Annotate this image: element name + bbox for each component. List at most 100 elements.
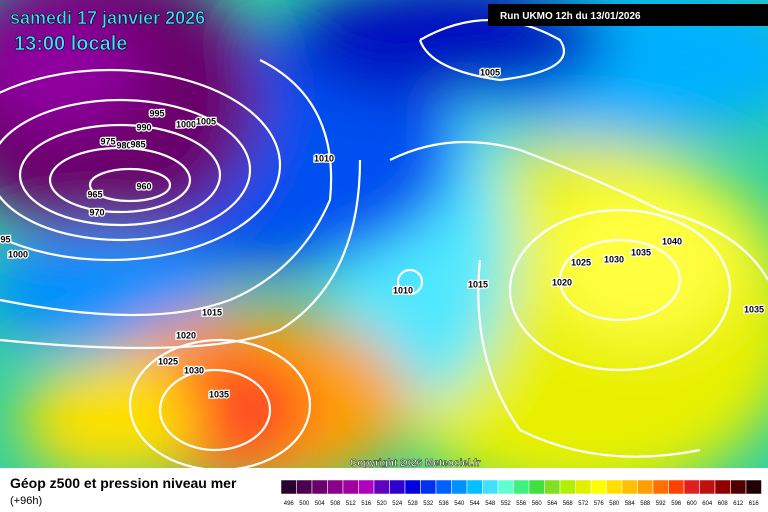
scale-swatch bbox=[606, 479, 623, 495]
scale-label: 516 bbox=[361, 501, 372, 507]
scale-label: 596 bbox=[671, 501, 682, 507]
isobars bbox=[0, 19, 768, 472]
isobar-labels: 9959901000100597598098596096597099510001… bbox=[0, 66, 765, 401]
scale-swatch bbox=[435, 479, 452, 495]
isobar-label: 995 bbox=[0, 234, 11, 244]
scale-swatch bbox=[482, 479, 499, 495]
isobar-label: 965 bbox=[87, 189, 102, 199]
field bbox=[0, 0, 768, 500]
isobar-label: 1010 bbox=[393, 285, 413, 295]
scale-label: 504 bbox=[315, 501, 326, 507]
product-title: Géop z500 et pression niveau mer bbox=[10, 475, 237, 491]
scale-label: 496 bbox=[284, 501, 295, 507]
scale-swatch bbox=[296, 479, 313, 495]
run-box bbox=[488, 4, 768, 26]
time: 13:00 locale bbox=[14, 33, 127, 55]
isobar-label: 1035 bbox=[744, 304, 764, 314]
color-scale: 496 500 504 508 512 516 520 524 528 532 536 540 544 5… bbox=[280, 479, 762, 507]
run-info: Run UKMO 12h du 13/01/2026 bbox=[500, 11, 641, 22]
scale-swatch bbox=[280, 479, 297, 495]
scale-label: 612 bbox=[733, 501, 744, 507]
scale-swatch bbox=[714, 479, 731, 495]
scale-label: 528 bbox=[408, 501, 419, 507]
isobar-label: 980 bbox=[116, 140, 131, 150]
scale-swatch bbox=[668, 479, 685, 495]
scale-swatch bbox=[373, 479, 390, 495]
scale-label: 572 bbox=[578, 501, 589, 507]
scale-swatch bbox=[342, 479, 359, 495]
scale-swatch bbox=[358, 479, 375, 495]
scale-label: 580 bbox=[609, 501, 620, 507]
scale-swatch bbox=[621, 479, 638, 495]
scale-label: 568 bbox=[563, 501, 574, 507]
scale-swatch bbox=[730, 479, 747, 495]
isobar-label: 1015 bbox=[468, 279, 488, 289]
lead-time: (+96h) bbox=[10, 495, 42, 507]
scale-label: 520 bbox=[377, 501, 388, 507]
scale-label: 508 bbox=[330, 501, 341, 507]
isobar-label: 1005 bbox=[480, 67, 500, 77]
isobar-label: 960 bbox=[136, 181, 151, 191]
scale-label: 616 bbox=[749, 501, 760, 507]
scale-label: 584 bbox=[625, 501, 636, 507]
isobar-label: 985 bbox=[130, 139, 145, 149]
scale-swatch bbox=[420, 479, 437, 495]
scale-label: 540 bbox=[454, 501, 465, 507]
scale-label: 512 bbox=[346, 501, 357, 507]
scale-swatch bbox=[652, 479, 669, 495]
isobar-label: 1000 bbox=[8, 249, 28, 259]
scale-label: 556 bbox=[516, 501, 527, 507]
isobar-label: 1025 bbox=[158, 356, 178, 366]
scale-label: 532 bbox=[423, 501, 434, 507]
scale-swatch bbox=[683, 479, 700, 495]
scale-swatch bbox=[466, 479, 483, 495]
isobar-label: 995 bbox=[149, 108, 164, 118]
scale-label: 544 bbox=[470, 501, 481, 507]
scale-swatch bbox=[451, 479, 468, 495]
scale-label: 552 bbox=[501, 501, 512, 507]
scale-label: 524 bbox=[392, 501, 403, 507]
scale-swatch bbox=[590, 479, 607, 495]
date: samedi 17 janvier 2026 bbox=[10, 8, 205, 28]
isobar-label: 1030 bbox=[184, 365, 204, 375]
scale-swatch bbox=[311, 479, 328, 495]
scale-swatch bbox=[404, 479, 421, 495]
copyright: Copyright 2026 Meteociel.fr bbox=[350, 458, 481, 469]
isobar-label: 1040 bbox=[662, 236, 682, 246]
scale-swatch bbox=[575, 479, 592, 495]
isobar-label: 1005 bbox=[196, 116, 216, 126]
scale-swatch bbox=[528, 479, 545, 495]
scale-label: 536 bbox=[439, 501, 450, 507]
scale-label: 588 bbox=[640, 501, 651, 507]
isobar-label: 1030 bbox=[604, 254, 624, 264]
isobar-label: 1025 bbox=[571, 257, 591, 267]
scale-label: 564 bbox=[547, 501, 558, 507]
isobar-label: 1020 bbox=[552, 277, 572, 287]
scale-swatch bbox=[745, 479, 762, 495]
isobar-label: 1000 bbox=[176, 119, 196, 129]
scale-swatch bbox=[699, 479, 716, 495]
scale-label: 500 bbox=[299, 501, 310, 507]
scale-swatch bbox=[513, 479, 530, 495]
isobar-label: 1010 bbox=[314, 153, 334, 163]
scale-label: 608 bbox=[718, 501, 729, 507]
scale-label: 592 bbox=[656, 501, 667, 507]
scale-swatch bbox=[544, 479, 561, 495]
scale-swatch bbox=[559, 479, 576, 495]
scale-label: 576 bbox=[594, 501, 605, 507]
isobar-label: 1035 bbox=[631, 247, 651, 257]
scale-label: 548 bbox=[485, 501, 496, 507]
scale-label: 600 bbox=[687, 501, 698, 507]
scale-swatch bbox=[637, 479, 654, 495]
scale-label: 560 bbox=[532, 501, 543, 507]
isobar-label: 1015 bbox=[202, 307, 222, 317]
isobar-label: 1020 bbox=[176, 330, 196, 340]
scale-swatch bbox=[497, 479, 514, 495]
isobar-label: 975 bbox=[100, 136, 115, 146]
scale-swatch bbox=[327, 479, 344, 495]
scale-label: 604 bbox=[702, 501, 713, 507]
isobar-label: 1035 bbox=[209, 389, 229, 399]
scale-swatch bbox=[389, 479, 406, 495]
